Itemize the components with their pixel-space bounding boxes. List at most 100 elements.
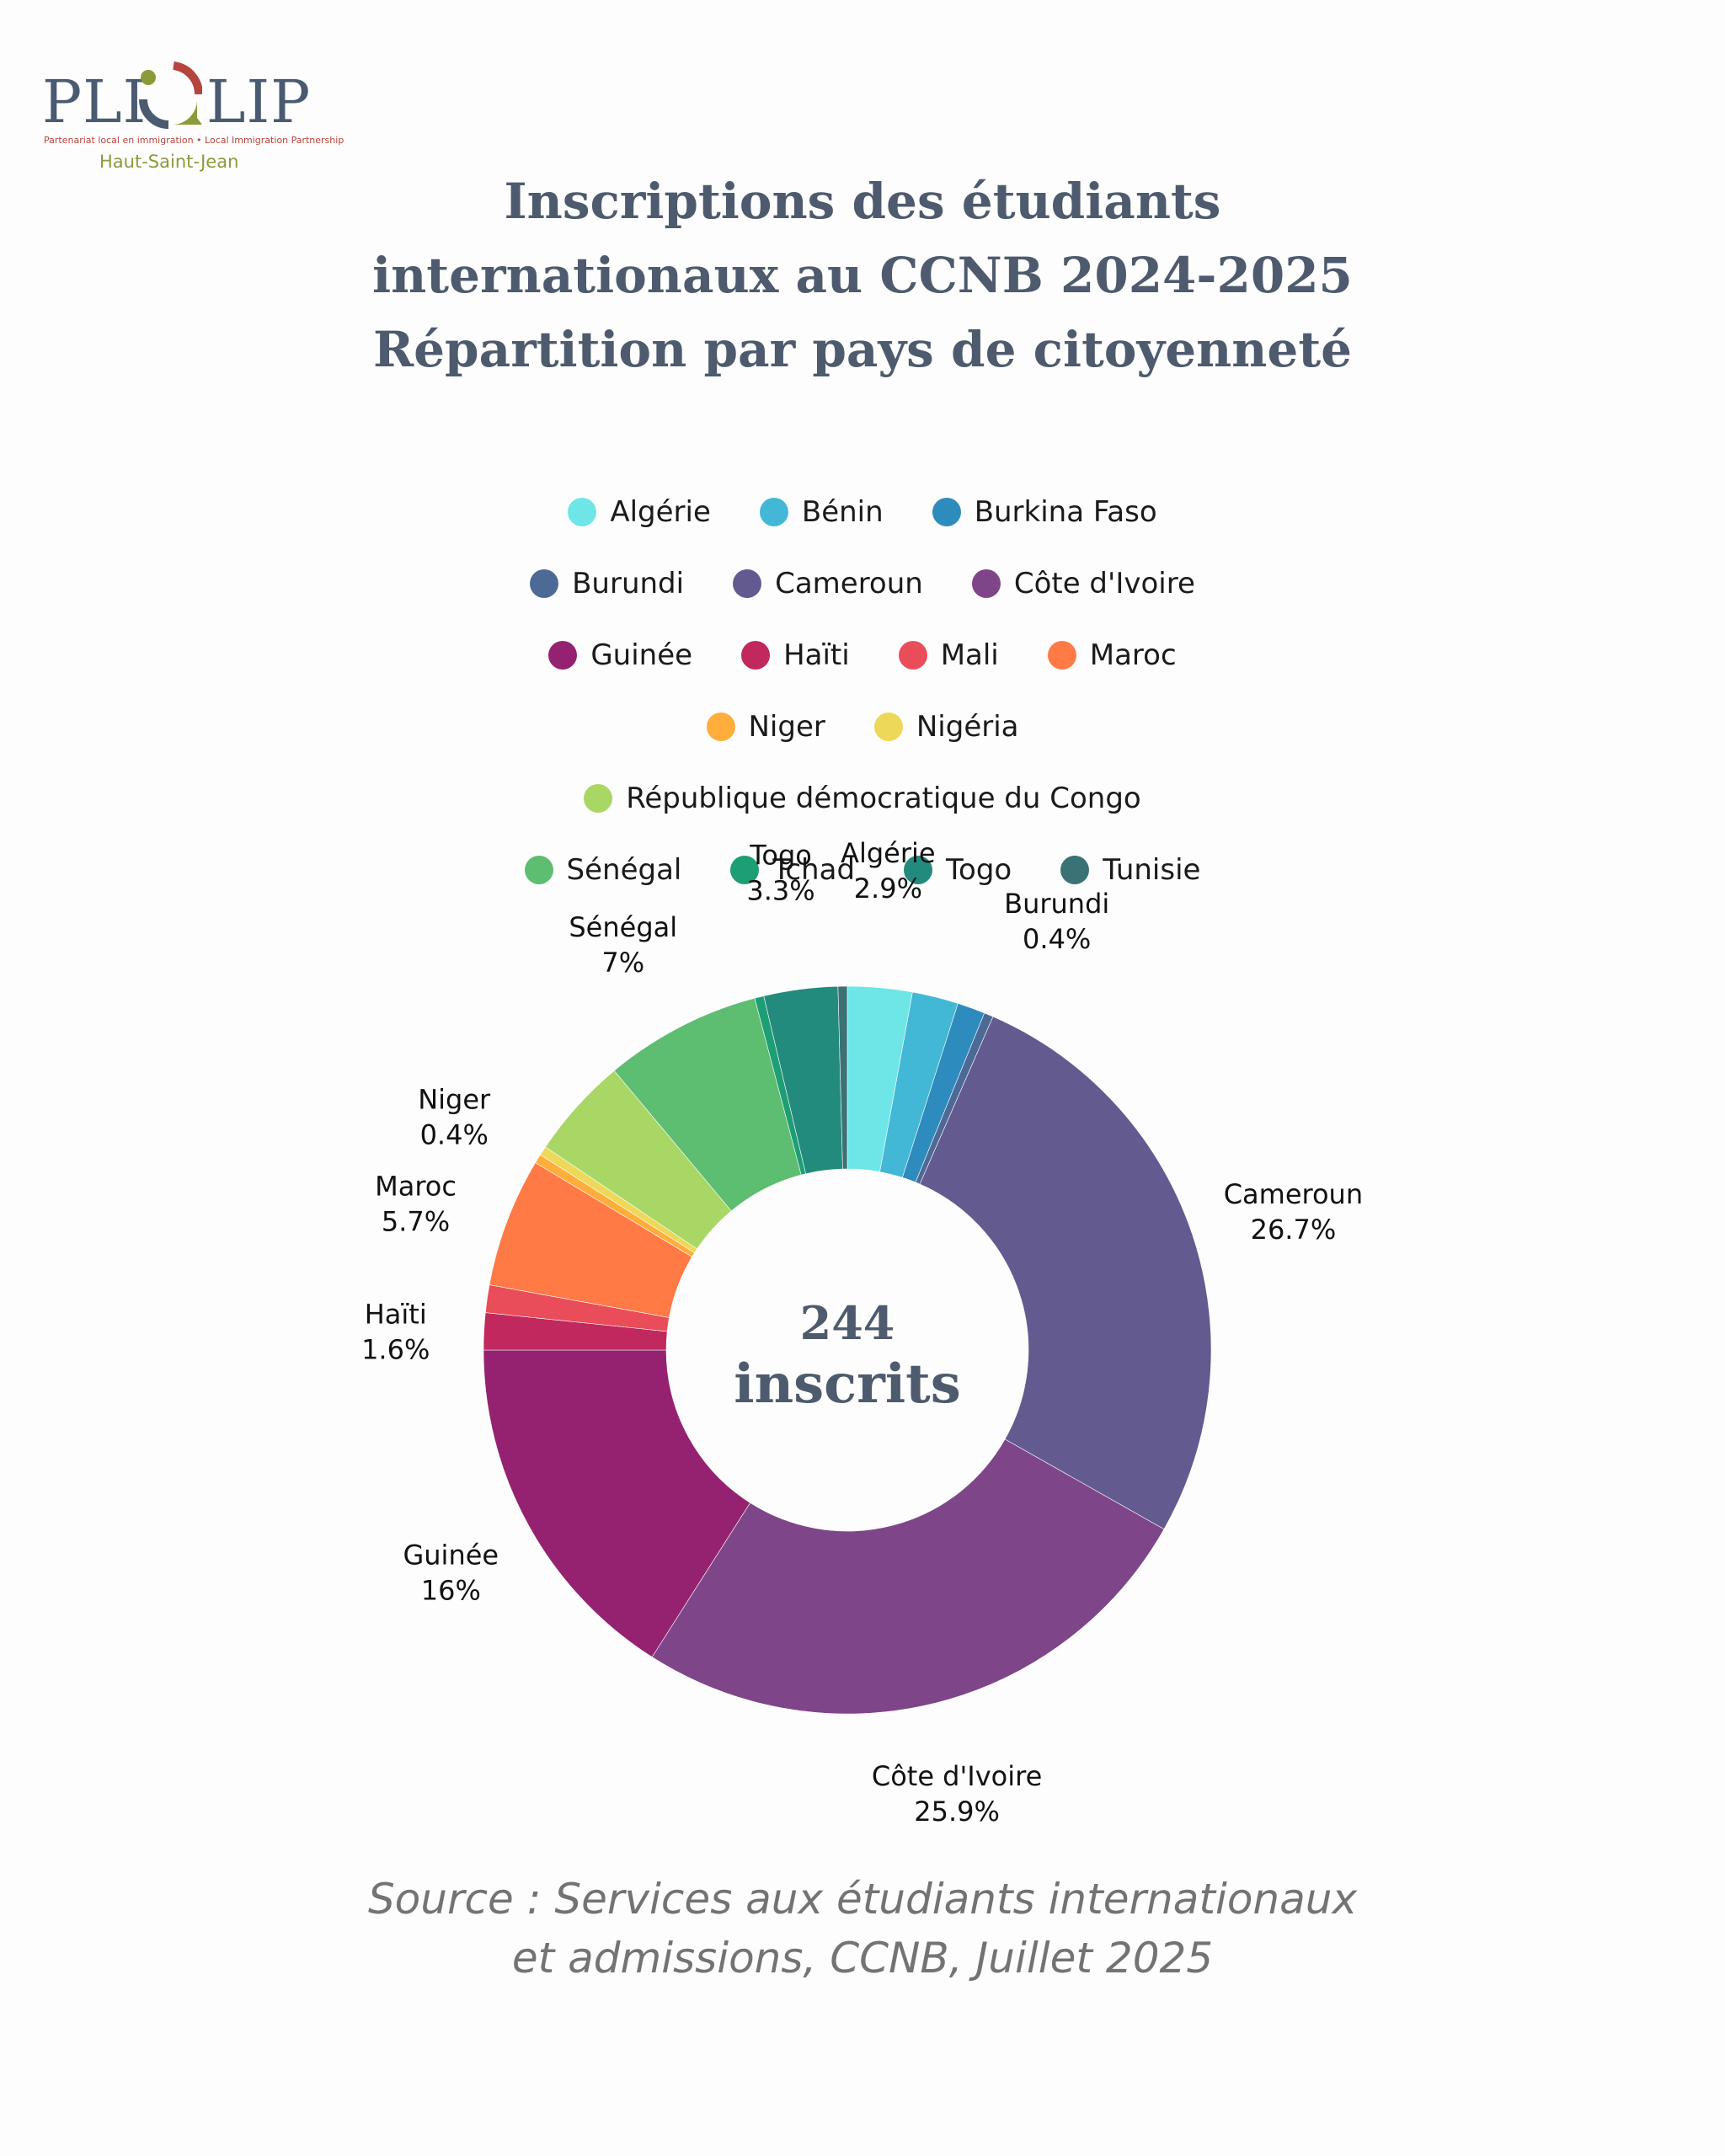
donut-slices [483, 985, 1212, 1715]
legend-swatch [932, 497, 961, 526]
legend-item-mali[interactable]: Mali [898, 638, 999, 672]
legend-swatch [548, 640, 578, 670]
legend-item-cameroun[interactable]: Cameroun [733, 567, 923, 600]
legend-item-burkina-faso[interactable]: Burkina Faso [932, 495, 1157, 529]
legend-label: République démocratique du Congo [626, 781, 1141, 815]
slice-label-name: Burundi [1004, 888, 1109, 920]
legend-swatch [568, 497, 597, 526]
legend-label: Haïti [783, 638, 850, 672]
legend-label: Nigéria [916, 709, 1019, 744]
center-total-value: 244 [800, 1296, 895, 1350]
legend-label: Togo [946, 852, 1012, 887]
slice-label-name: Guinée [403, 1539, 499, 1571]
slice-label-name: Niger [418, 1084, 491, 1116]
slice-label-name: Algérie [841, 837, 936, 869]
legend-item-burundi[interactable]: Burundi [530, 567, 684, 600]
slice-label-name: Maroc [375, 1171, 457, 1203]
slice-label-senegal: Sénégal 7% [569, 911, 677, 979]
slice-label-value: 0.4% [420, 1119, 489, 1151]
legend-swatch [706, 712, 735, 741]
legend-swatch [524, 855, 553, 884]
legend-item-niger[interactable]: Niger [706, 710, 825, 744]
slice-label-value: 0.4% [1023, 923, 1091, 955]
slice-label-algerie: Algérie 2.9% [841, 837, 936, 905]
logo-region: Haut-Saint-Jean [99, 152, 239, 172]
slice-label-name: Haïti [365, 1298, 427, 1330]
center-total-label: inscrits [734, 1353, 960, 1416]
legend-swatch [1047, 640, 1076, 670]
source-note: Source : Services aux étudiants internat… [0, 1870, 1725, 1988]
slice-label-name: Sénégal [569, 911, 677, 943]
slice-label-value: 25.9% [914, 1796, 1000, 1828]
slice-cote-d-ivoire[interactable] [651, 1438, 1165, 1715]
legend-item-tchad[interactable]: Tchad [730, 853, 855, 887]
legend-swatch [730, 855, 760, 884]
slice-label-value: 5.7% [382, 1206, 450, 1238]
legend-label: Guinée [590, 638, 693, 672]
legend-label: Côte d'Ivoire [1013, 566, 1195, 600]
legend-row: Niger Nigéria [0, 691, 1725, 762]
legend-item-guinee[interactable]: Guinée [548, 638, 692, 672]
slice-label-cote-d-ivoire: Côte d'Ivoire 25.9% [872, 1760, 1042, 1828]
slice-label-name: Cameroun [1224, 1178, 1363, 1210]
legend-label: Cameroun [775, 566, 923, 600]
legend-label: Maroc [1089, 638, 1177, 672]
chart-legend: Algérie Bénin Burkina Faso Burundi Cameroun C… [0, 476, 1725, 905]
legend-item-republique-democratique-du-congo[interactable]: République démocratique du Congo [584, 781, 1141, 815]
source-line-2: et admissions, CCNB, Juillet 2025 [511, 1934, 1214, 1983]
legend-swatch [1060, 855, 1090, 884]
slice-label-value: 7% [601, 947, 644, 979]
title-line-3: Répartition par pays de citoyenneté [372, 321, 1353, 378]
logo-emblem-icon [139, 61, 202, 129]
legend-swatch [971, 568, 1001, 598]
legend-row: Guinée Haïti Mali Maroc [0, 619, 1725, 691]
legend-item-cote-d-ivoire[interactable]: Côte d'Ivoire [971, 566, 1195, 600]
slice-cameroun[interactable] [919, 1016, 1212, 1530]
legend-item-senegal[interactable]: Sénégal [524, 853, 681, 887]
legend-swatch [759, 497, 788, 526]
slice-label-name: Togo [749, 839, 812, 871]
legend-swatch [741, 640, 771, 670]
legend-swatch [898, 640, 927, 670]
legend-row: Sénégal Tchad Togo Tunisie [0, 834, 1725, 905]
legend-item-benin[interactable]: Bénin [759, 494, 884, 529]
slice-label-value: 2.9% [854, 873, 922, 905]
legend-item-haiti[interactable]: Haïti [741, 638, 850, 672]
title-line-2: internationaux au CCNB 2024-2025 [372, 247, 1353, 304]
legend-item-nigeria[interactable]: Nigéria [873, 709, 1019, 744]
legend-swatch [584, 783, 613, 813]
legend-label: Burundi [572, 566, 685, 600]
title-line-1: Inscriptions des étudiants [504, 173, 1221, 230]
legend-item-togo[interactable]: Togo [904, 853, 1012, 887]
legend-label: Tunisie [1103, 852, 1201, 887]
legend-item-algerie[interactable]: Algérie [568, 495, 711, 529]
legend-item-maroc[interactable]: Maroc [1047, 638, 1177, 672]
chart-title: Inscriptions des étudiants internationau… [0, 164, 1725, 387]
slice-label-value: 16% [421, 1574, 481, 1606]
logo-word-right: LIP [206, 67, 312, 136]
legend-label: Algérie [610, 494, 711, 529]
source-line-1: Source : Services aux étudiants internat… [367, 1875, 1358, 1924]
legend-swatch [530, 568, 559, 598]
slice-label-value: 1.6% [361, 1333, 430, 1365]
legend-label: Tchad [772, 852, 856, 887]
logo-tagline: Partenariat local en immigration • Local… [44, 135, 344, 146]
legend-row: République démocratique du Congo [0, 762, 1725, 834]
slice-label-value: 26.7% [1251, 1214, 1337, 1246]
legend-row: Burundi Cameroun Côte d'Ivoire [0, 547, 1725, 619]
legend-label: Bénin [801, 494, 884, 529]
legend-item-tunisie[interactable]: Tunisie [1060, 853, 1200, 887]
legend-swatch [904, 855, 933, 884]
legend-swatch [733, 568, 762, 598]
slice-tunisie[interactable] [837, 985, 848, 1170]
slice-guinee[interactable] [483, 1349, 751, 1657]
logo-word-left: PLI [42, 67, 147, 136]
logo: PLI LIP Partenariat local en immigration… [42, 51, 344, 185]
legend-label: Burkina Faso [974, 494, 1157, 529]
